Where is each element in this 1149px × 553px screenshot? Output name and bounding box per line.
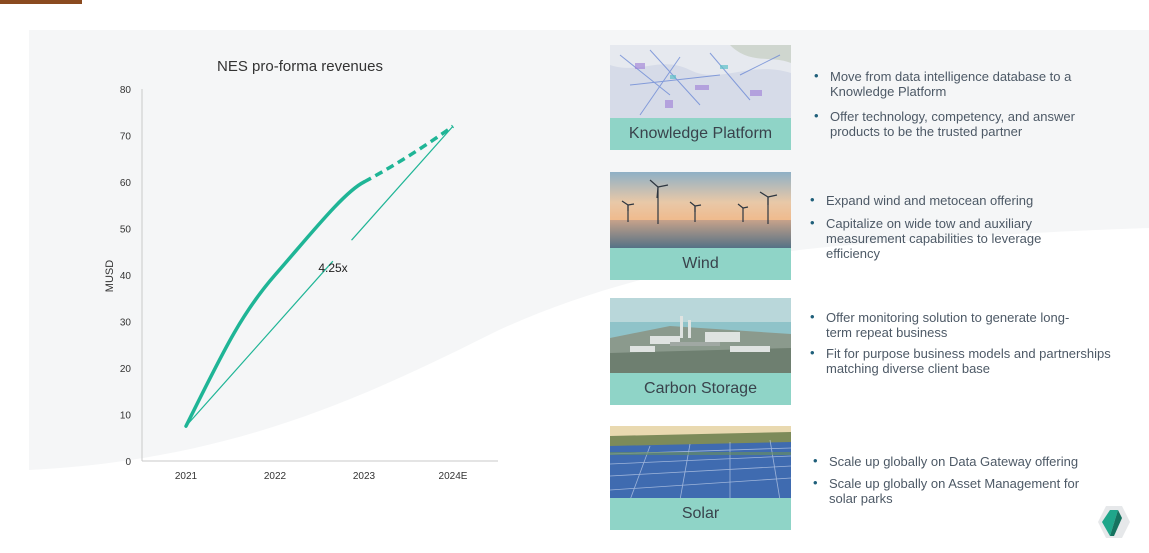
knowledge-platform-tile: Knowledge Platform	[610, 45, 791, 150]
forecast-line	[363, 124, 455, 184]
company-logo-icon	[1098, 506, 1130, 538]
y-tick-label: 80	[120, 85, 132, 96]
x-axis: 2021 2022 2023 2024E	[142, 460, 498, 482]
wind-tile: Wind	[610, 172, 791, 280]
y-tick-label: 50	[120, 225, 132, 236]
solar-tile: Solar	[610, 426, 791, 530]
growth-line	[351, 125, 454, 241]
segment-caption: Knowledge Platform	[610, 118, 791, 150]
bullet-item: Offer technology, competency, and answer…	[814, 108, 1114, 139]
x-tick-label: 2021	[175, 471, 198, 482]
bullet-item: Move from data intelligence database to …	[814, 68, 1114, 99]
growth-annotation: 4.25x	[318, 261, 347, 275]
bullet-item: Scale up globally on Asset Management fo…	[813, 475, 1094, 506]
map-image	[610, 45, 791, 120]
segment-caption: Wind	[610, 248, 791, 280]
growth-line	[185, 260, 334, 427]
y-tick-label: 60	[120, 178, 132, 189]
bullet-item: Capitalize on wide tow and auxiliary mea…	[810, 215, 1071, 261]
y-axis-label: MUSD	[104, 260, 116, 292]
carbon-storage-tile: Carbon Storage	[610, 298, 791, 405]
y-tick-label: 40	[120, 271, 132, 282]
segment-caption: Carbon Storage	[610, 373, 791, 405]
y-tick-label: 0	[125, 457, 131, 468]
y-tick-label: 30	[120, 318, 132, 329]
x-tick-label: 2023	[353, 471, 376, 482]
chart-marks: 4.25x	[184, 124, 455, 428]
y-tick-label: 10	[120, 411, 132, 422]
top-accent-bar	[0, 0, 82, 4]
power-plant-image	[610, 298, 791, 374]
bullet-item: Offer monitoring solution to generate lo…	[810, 309, 1076, 340]
segment-caption: Solar	[610, 498, 791, 530]
revenue-chart: NES pro-forma revenues MUSD 0 10 20 30 40 50 6…	[104, 58, 498, 482]
y-axis: 0 10 20 30 40 50 60 70 80	[120, 85, 143, 468]
x-tick-label: 2022	[264, 471, 287, 482]
y-tick-label: 70	[120, 132, 132, 143]
x-tick-label: 2024E	[439, 471, 468, 482]
offshore-wind-image	[610, 172, 791, 250]
y-tick-label: 20	[120, 364, 132, 375]
solar-park-image	[610, 426, 791, 500]
bullet-item: Fit for purpose business models and part…	[810, 345, 1116, 376]
bullet-item: Expand wind and metocean offering	[810, 192, 1110, 208]
bullet-item: Scale up globally on Data Gateway offeri…	[813, 453, 1113, 469]
revenue-line	[184, 180, 366, 428]
chart-title: NES pro-forma revenues	[217, 58, 383, 75]
